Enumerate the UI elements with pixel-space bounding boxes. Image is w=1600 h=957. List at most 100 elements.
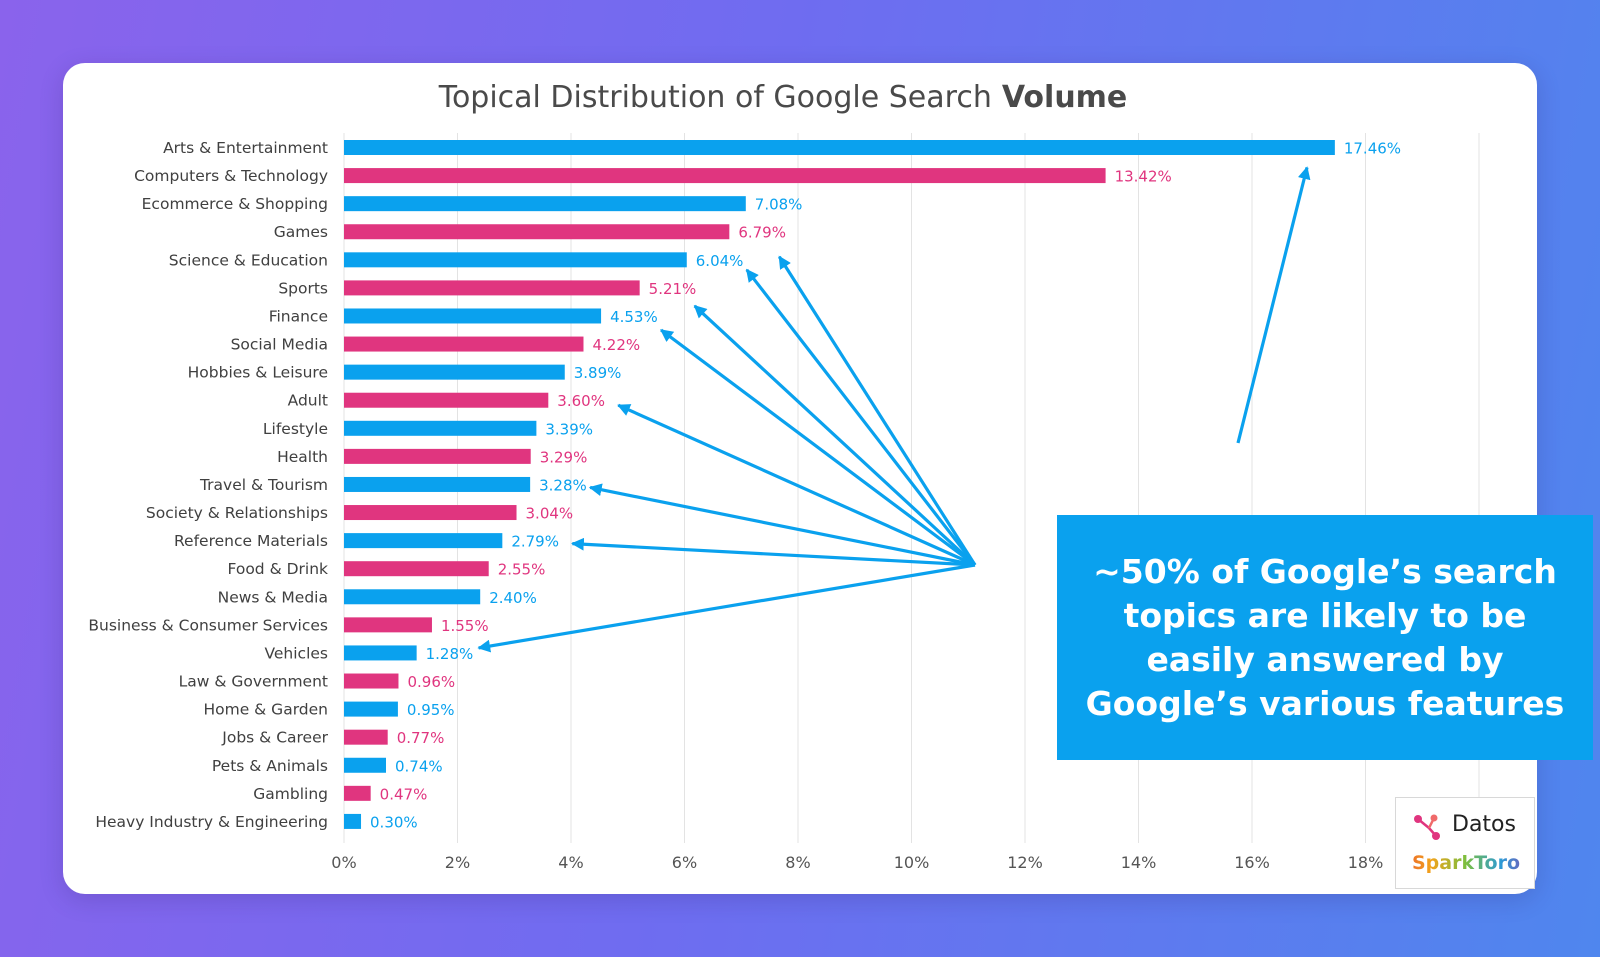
category-label: Finance xyxy=(269,307,328,325)
category-label: Heavy Industry & Engineering xyxy=(95,813,328,831)
value-label: 4.53% xyxy=(610,308,658,326)
value-label: 3.89% xyxy=(574,364,622,382)
annotation-arrow xyxy=(588,483,976,567)
value-label: 4.22% xyxy=(592,336,640,354)
category-label: Pets & Animals xyxy=(212,757,328,775)
labels: 0%2%4%6%8%10%12%14%16%18%20%Arts & Enter… xyxy=(88,139,1496,872)
category-label: Society & Relationships xyxy=(146,504,328,522)
value-label: 3.28% xyxy=(539,476,587,494)
bar xyxy=(344,729,388,745)
annotation-arrow xyxy=(617,403,976,567)
value-label: 3.29% xyxy=(540,448,588,466)
annotation-arrow xyxy=(660,328,976,567)
value-label: 0.95% xyxy=(407,701,455,719)
bar xyxy=(344,757,386,773)
bar xyxy=(344,673,399,689)
annotation-arrows xyxy=(477,166,1311,653)
value-label: 0.77% xyxy=(397,729,445,747)
annotation-arrow xyxy=(745,268,977,566)
bar xyxy=(344,364,565,380)
bar xyxy=(344,420,537,436)
bar xyxy=(344,140,1335,155)
bar xyxy=(344,196,746,212)
x-tick-label: 14% xyxy=(1121,853,1157,872)
value-label: 0.96% xyxy=(407,673,455,691)
category-label: News & Media xyxy=(218,588,328,606)
x-tick-label: 6% xyxy=(672,853,697,872)
bars xyxy=(344,140,1335,829)
category-label: Vehicles xyxy=(264,644,328,662)
bar xyxy=(344,785,371,801)
category-label: Jobs & Career xyxy=(221,729,328,747)
chart-card: Topical Distribution of Google Search Vol… xyxy=(63,63,1593,894)
chart-title-bold: Volume xyxy=(1002,80,1127,115)
annotation-arrow xyxy=(1236,166,1311,444)
category-label: Home & Garden xyxy=(203,701,328,719)
value-label: 17.46% xyxy=(1344,140,1401,158)
x-tick-label: 10% xyxy=(894,853,930,872)
bar xyxy=(344,252,687,268)
chart-title: Topical Distribution of Google Search Vol… xyxy=(438,80,1128,115)
datos-nodes-icon xyxy=(1414,814,1440,840)
value-label: 6.79% xyxy=(738,224,786,242)
x-tick-label: 16% xyxy=(1234,853,1270,872)
category-label: Adult xyxy=(288,392,328,410)
category-label: Gambling xyxy=(253,785,328,803)
bar-chart: Topical Distribution of Google Search Vol… xyxy=(88,80,1496,872)
value-label: 2.55% xyxy=(498,561,546,579)
bar xyxy=(344,561,489,577)
category-label: Arts & Entertainment xyxy=(163,139,328,157)
category-label: Health xyxy=(277,448,328,466)
bar xyxy=(344,589,481,605)
value-label: 2.40% xyxy=(489,589,537,607)
value-label: 1.55% xyxy=(441,617,489,635)
x-tick-label: 4% xyxy=(558,853,583,872)
value-label: 3.60% xyxy=(557,392,605,410)
bar xyxy=(344,308,602,324)
category-label: Business & Consumer Services xyxy=(88,616,328,634)
category-label: Games xyxy=(274,223,328,241)
value-label: 3.04% xyxy=(526,505,574,523)
bar xyxy=(344,392,549,408)
category-label: Lifestyle xyxy=(263,420,328,438)
category-label: Law & Government xyxy=(179,673,328,691)
sparktoro-logo-text: SparkToro xyxy=(1396,852,1536,874)
value-label: 6.04% xyxy=(696,252,744,270)
bar xyxy=(344,280,640,296)
annotation-arrow xyxy=(571,537,976,567)
chart-title-regular: Topical Distribution of Google Search xyxy=(438,80,992,115)
bar xyxy=(344,168,1106,184)
annotation-arrow xyxy=(477,563,976,653)
bar xyxy=(344,476,531,492)
bar xyxy=(344,533,503,549)
value-label: 0.74% xyxy=(395,757,443,775)
bar xyxy=(344,645,417,661)
category-label: Social Media xyxy=(231,336,328,354)
value-label: 3.39% xyxy=(545,420,593,438)
datos-logo-text: Datos xyxy=(1452,812,1516,837)
x-tick-label: 2% xyxy=(445,853,470,872)
category-label: Travel & Tourism xyxy=(199,476,328,494)
annotation-arrow xyxy=(693,304,977,567)
bar xyxy=(344,505,517,521)
category-label: Science & Education xyxy=(169,251,328,269)
value-label: 2.79% xyxy=(511,533,559,551)
x-tick-label: 18% xyxy=(1348,853,1384,872)
category-label: Reference Materials xyxy=(174,532,328,550)
bar xyxy=(344,448,531,464)
category-label: Ecommerce & Shopping xyxy=(142,195,328,213)
x-tick-label: 8% xyxy=(785,853,810,872)
x-tick-label: 12% xyxy=(1007,853,1043,872)
category-label: Computers & Technology xyxy=(134,167,328,185)
value-label: 0.47% xyxy=(380,785,428,803)
bar xyxy=(344,701,398,717)
value-label: 7.08% xyxy=(755,196,803,214)
bar xyxy=(344,617,432,633)
value-label: 13.42% xyxy=(1115,168,1172,186)
value-label: 1.28% xyxy=(426,645,474,663)
value-label: 0.30% xyxy=(370,813,418,831)
category-label: Food & Drink xyxy=(227,560,328,578)
value-label: 5.21% xyxy=(649,280,697,298)
logo-box: Datos SparkToro xyxy=(1395,797,1535,889)
annotation-callout: ~50% of Google’s search topics are likel… xyxy=(1057,515,1593,760)
